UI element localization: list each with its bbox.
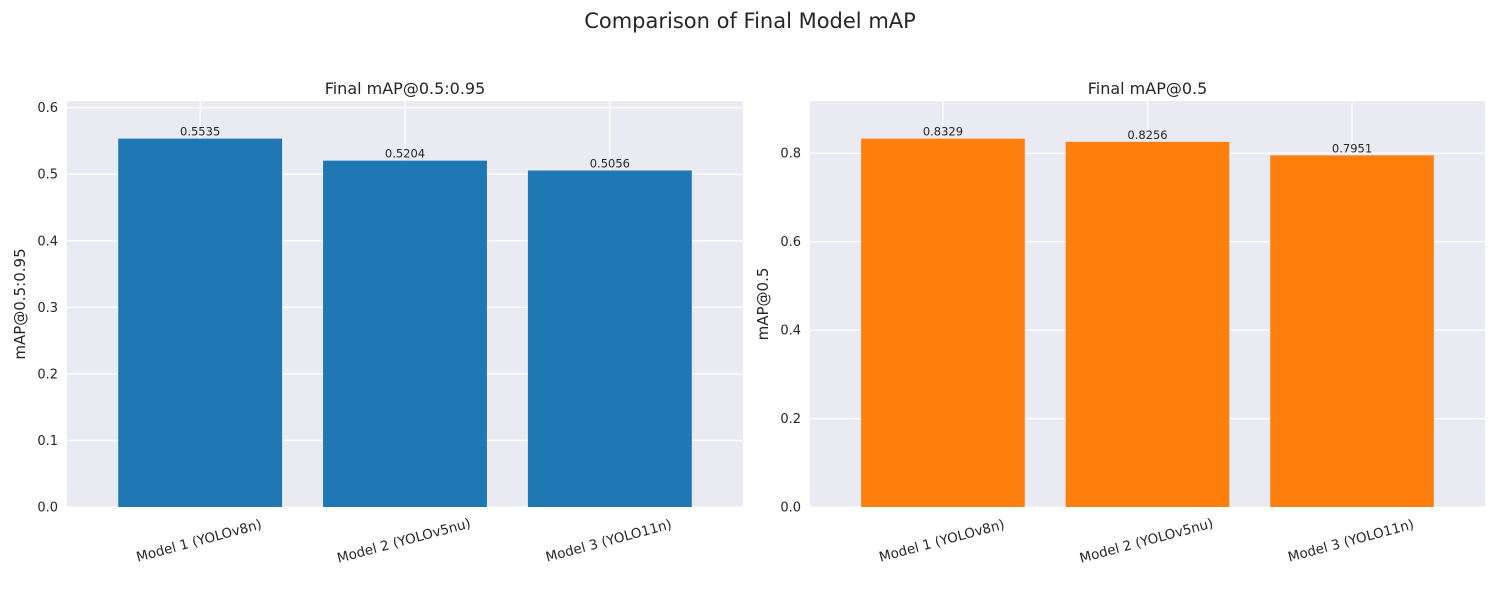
bar-value-label: 0.5204 (385, 147, 425, 161)
bar-1 (861, 138, 1025, 507)
x-tick-label: Model 3 (YOLO11n) (544, 517, 674, 566)
chart-panel-map50-95: Final mAP@0.5:0.95 mAP@0.5:0.95 0.0 0.1 0.… (11, 79, 743, 567)
bar-value-label: 0.5535 (180, 125, 220, 139)
y-tick-label: 0.0 (37, 501, 58, 516)
y-tick-label: 0.3 (37, 301, 58, 316)
bar-value-label: 0.7951 (1332, 141, 1372, 155)
figure-suptitle: Comparison of Final Model mAP (584, 9, 916, 33)
chart-title: Final mAP@0.5 (1088, 79, 1208, 98)
y-tick-label: 0.0 (780, 501, 801, 516)
y-tick-label: 0.6 (37, 101, 58, 116)
y-tick-label: 0.4 (780, 324, 801, 339)
y-axis-label: mAP@0.5:0.95 (11, 248, 29, 359)
y-tick-label: 0.5 (37, 168, 58, 183)
bar-3 (1270, 155, 1434, 507)
x-tick-label: Model 1 (YOLOv8n) (135, 517, 264, 566)
y-axis-label: mAP@0.5 (754, 268, 772, 341)
x-tick-label: Model 1 (YOLOv8n) (877, 517, 1006, 566)
chart-panel-map50: Final mAP@0.5 mAP@0.5 0.0 0.2 0.4 0.6 0.8 0.8… (754, 79, 1485, 567)
y-tick-label: 0.6 (780, 235, 801, 250)
bar-1 (118, 138, 283, 507)
x-tick-label: Model 2 (YOLOv5nu) (1078, 516, 1215, 567)
bar-2 (323, 160, 487, 507)
y-tick-label: 0.4 (37, 234, 58, 249)
x-tick-label: Model 3 (YOLO11n) (1286, 517, 1416, 566)
y-tick-label: 0.2 (37, 367, 58, 382)
y-tick-label: 0.8 (780, 147, 801, 162)
x-tick-label: Model 2 (YOLOv5nu) (335, 516, 472, 567)
bar-3 (527, 170, 692, 507)
y-tick-label: 0.1 (37, 434, 58, 449)
y-tick-label: 0.2 (780, 412, 801, 427)
bar-2 (1065, 141, 1230, 507)
bar-value-label: 0.8329 (923, 125, 963, 139)
chart-title: Final mAP@0.5:0.95 (325, 79, 486, 98)
bar-value-label: 0.8256 (1127, 128, 1167, 142)
bar-value-label: 0.5056 (590, 156, 630, 170)
